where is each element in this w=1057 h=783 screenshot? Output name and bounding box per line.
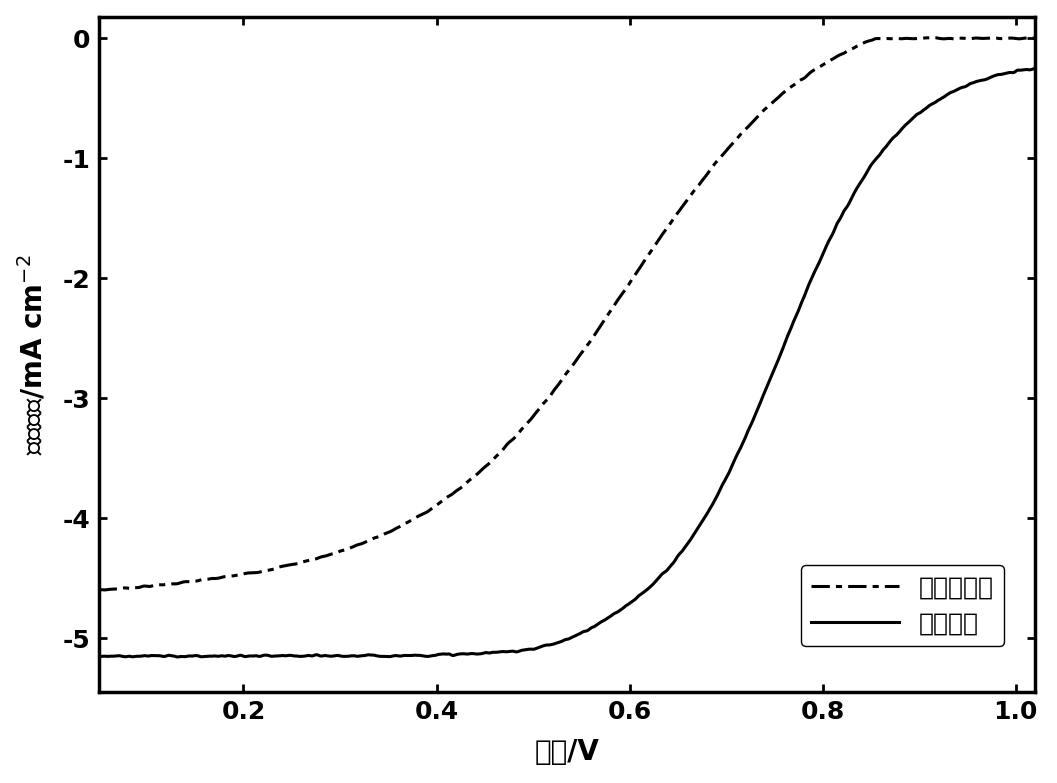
二元模板	[803, 277, 816, 287]
二元模板	[690, 526, 703, 536]
单一软模板	[92, 585, 105, 594]
Legend: 单一软模板, 二元模板: 单一软模板, 二元模板	[801, 565, 1004, 646]
单一软模板	[662, 222, 674, 231]
单一软模板	[928, 33, 941, 42]
二元模板	[900, 120, 912, 129]
二元模板	[150, 651, 163, 660]
单一软模板	[1028, 34, 1041, 43]
二元模板	[1028, 63, 1041, 73]
单一软模板	[900, 34, 912, 43]
X-axis label: 电位/V: 电位/V	[535, 738, 599, 767]
二元模板	[637, 587, 650, 597]
单一软模板	[637, 258, 650, 267]
二元模板	[662, 564, 674, 573]
单一软模板	[97, 585, 110, 594]
Line: 单一软模板: 单一软模板	[98, 38, 1035, 590]
二元模板	[171, 652, 184, 662]
单一软模板	[690, 183, 703, 193]
Y-axis label: 电流密度/mA cm$^{-2}$: 电流密度/mA cm$^{-2}$	[17, 254, 49, 455]
二元模板	[92, 651, 105, 661]
单一软模板	[803, 68, 816, 78]
单一软模板	[151, 580, 164, 590]
Line: 二元模板: 二元模板	[98, 68, 1035, 657]
